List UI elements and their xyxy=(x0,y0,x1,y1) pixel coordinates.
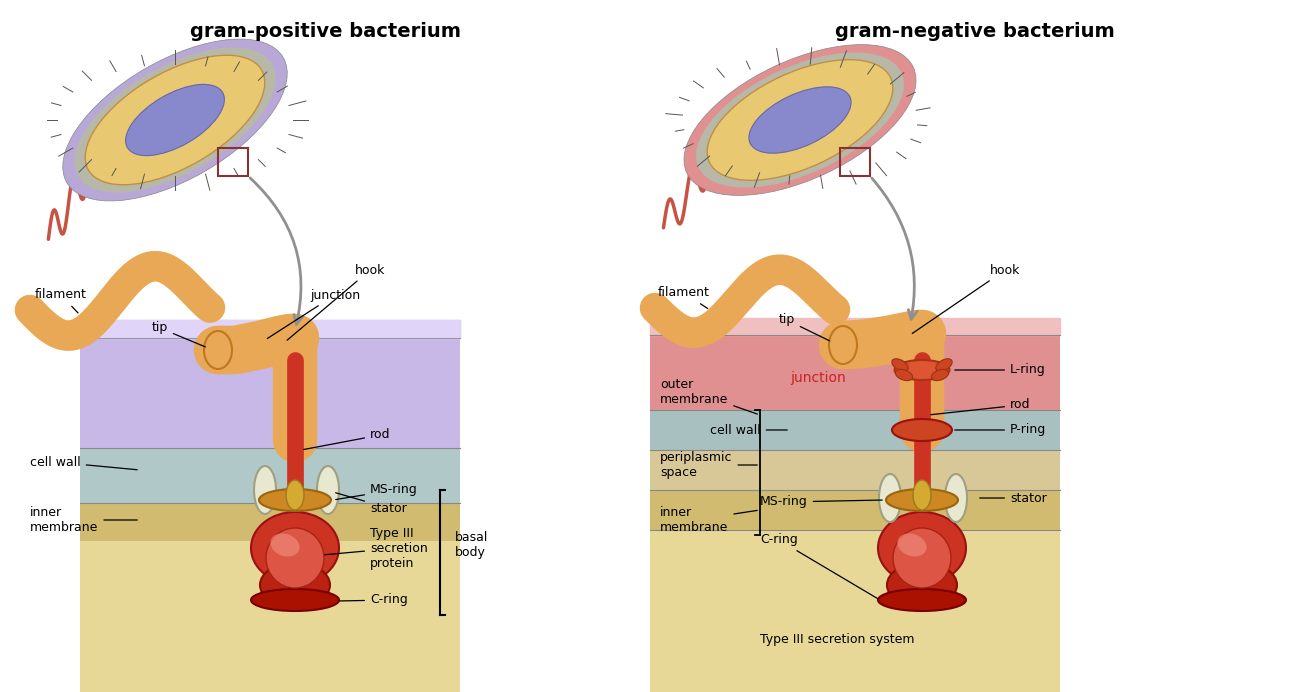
Text: hook: hook xyxy=(913,264,1020,334)
Ellipse shape xyxy=(286,480,304,510)
Ellipse shape xyxy=(684,44,916,195)
Text: cell wall: cell wall xyxy=(710,424,788,437)
Ellipse shape xyxy=(893,528,952,588)
Ellipse shape xyxy=(126,84,225,156)
Bar xyxy=(81,503,460,541)
Text: Type III
secretion
protein: Type III secretion protein xyxy=(325,527,428,570)
Ellipse shape xyxy=(696,53,903,188)
Text: outer
membrane: outer membrane xyxy=(660,378,758,414)
Ellipse shape xyxy=(251,589,339,611)
Ellipse shape xyxy=(749,86,852,153)
Ellipse shape xyxy=(270,534,299,556)
Ellipse shape xyxy=(62,39,287,201)
Text: tip: tip xyxy=(779,313,829,340)
Bar xyxy=(650,335,1060,410)
Text: filament: filament xyxy=(35,289,87,313)
Text: rod: rod xyxy=(304,428,390,450)
Text: junction: junction xyxy=(790,371,846,385)
Text: gram-negative bacterium: gram-negative bacterium xyxy=(835,22,1115,41)
Text: gram-positive bacterium: gram-positive bacterium xyxy=(190,22,460,41)
Ellipse shape xyxy=(707,60,893,181)
Text: L-ring: L-ring xyxy=(954,363,1045,376)
Text: stator: stator xyxy=(335,493,407,514)
Ellipse shape xyxy=(945,474,967,522)
Bar xyxy=(650,450,1060,490)
Text: stator: stator xyxy=(980,491,1046,504)
Ellipse shape xyxy=(829,326,857,364)
Text: C-ring: C-ring xyxy=(339,594,408,606)
Ellipse shape xyxy=(892,358,909,371)
Text: junction: junction xyxy=(268,289,360,338)
Text: basal
body: basal body xyxy=(455,531,489,559)
Text: periplasmic
space: periplasmic space xyxy=(660,451,757,479)
Bar xyxy=(650,490,1060,530)
Ellipse shape xyxy=(878,512,966,584)
Ellipse shape xyxy=(931,370,949,381)
Text: MS-ring: MS-ring xyxy=(335,484,417,500)
Ellipse shape xyxy=(204,331,231,369)
Text: Type III secretion system: Type III secretion system xyxy=(760,633,914,646)
Ellipse shape xyxy=(74,48,276,192)
Ellipse shape xyxy=(887,489,958,511)
Polygon shape xyxy=(650,318,1060,335)
Ellipse shape xyxy=(897,534,927,556)
Ellipse shape xyxy=(254,466,276,514)
Text: C-ring: C-ring xyxy=(760,534,878,599)
Text: MS-ring: MS-ring xyxy=(760,495,883,509)
Ellipse shape xyxy=(892,419,952,441)
Bar xyxy=(218,148,248,176)
Polygon shape xyxy=(81,320,460,338)
Bar xyxy=(81,338,460,448)
Ellipse shape xyxy=(913,480,931,510)
Text: inner
membrane: inner membrane xyxy=(660,506,758,534)
Polygon shape xyxy=(81,320,460,338)
FancyArrowPatch shape xyxy=(872,178,918,319)
Ellipse shape xyxy=(894,360,949,380)
Ellipse shape xyxy=(879,474,901,522)
Text: inner
membrane: inner membrane xyxy=(30,506,138,534)
Bar xyxy=(81,448,460,503)
Ellipse shape xyxy=(251,512,339,584)
Text: P-ring: P-ring xyxy=(954,424,1046,437)
Text: hook: hook xyxy=(287,264,385,340)
Text: rod: rod xyxy=(931,399,1031,415)
Bar xyxy=(81,541,460,692)
Ellipse shape xyxy=(317,466,339,514)
Text: tip: tip xyxy=(152,322,205,347)
Bar xyxy=(840,148,870,176)
Ellipse shape xyxy=(878,589,966,611)
Text: cell wall: cell wall xyxy=(30,455,138,470)
Ellipse shape xyxy=(887,563,957,608)
Ellipse shape xyxy=(86,55,265,185)
Bar xyxy=(650,530,1060,692)
Bar xyxy=(650,410,1060,450)
Ellipse shape xyxy=(259,489,332,511)
Ellipse shape xyxy=(896,370,913,381)
Ellipse shape xyxy=(260,563,330,608)
Ellipse shape xyxy=(266,528,324,588)
FancyArrowPatch shape xyxy=(250,178,303,325)
Text: filament: filament xyxy=(658,286,710,309)
Ellipse shape xyxy=(936,358,952,371)
